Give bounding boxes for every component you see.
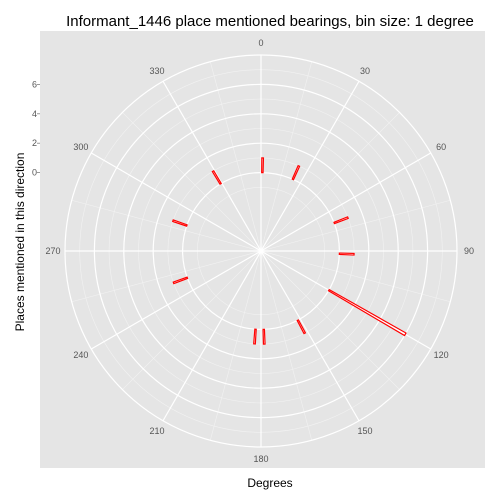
grid-spoke: [90, 152, 262, 252]
data-bar: [333, 216, 349, 225]
angle-tick-label: 90: [464, 246, 474, 256]
angle-tick-label: 120: [434, 350, 449, 360]
grid-spoke: [260, 152, 432, 252]
minor-grid-spoke: [122, 112, 262, 252]
minor-grid-spoke: [260, 250, 451, 303]
angle-tick-label: 330: [149, 66, 164, 76]
data-bar: [172, 276, 189, 285]
grid-spoke: [90, 250, 262, 350]
minor-grid-spoke: [209, 250, 262, 441]
data-bar: [338, 252, 355, 256]
angle-tick-label: 30: [360, 66, 370, 76]
radial-tick-label: 4: [32, 109, 37, 119]
minor-grid-spoke: [260, 250, 313, 441]
angle-tick-label: 180: [253, 454, 268, 464]
minor-grid-spoke: [71, 250, 262, 303]
chart-title: Informant_1446 place mentioned bearings,…: [66, 13, 474, 30]
data-bar: [291, 164, 301, 181]
angle-tick-label: 210: [149, 426, 164, 436]
data-bar: [296, 319, 307, 335]
grid-spoke: [260, 80, 360, 252]
minor-grid-spoke: [260, 199, 451, 252]
data-bar: [261, 157, 265, 174]
angle-tick-label: 270: [45, 246, 60, 256]
angle-tick-label: 0: [258, 38, 263, 48]
minor-grid-spoke: [260, 250, 400, 390]
radial-tick-label: 2: [32, 138, 37, 148]
radial-tick-label: 0: [32, 168, 37, 178]
radial-tick-label: 6: [32, 79, 37, 89]
data-bar: [171, 219, 188, 227]
minor-grid-spoke: [260, 61, 313, 252]
x-axis-label: Degrees: [247, 476, 293, 490]
data-bar: [262, 328, 266, 345]
angle-tick-label: 240: [73, 350, 88, 360]
minor-grid-spoke: [71, 199, 262, 252]
minor-grid-spoke: [122, 250, 262, 390]
angle-tick-label: 150: [357, 426, 372, 436]
minor-grid-spoke: [209, 61, 262, 252]
data-bar: [253, 328, 257, 345]
minor-grid-spoke: [260, 112, 400, 252]
grid-spoke: [162, 80, 262, 252]
angle-tick-label: 60: [436, 142, 446, 152]
angle-tick-label: 300: [73, 142, 88, 152]
grid-spoke: [260, 250, 360, 422]
data-bar: [211, 169, 223, 185]
grid-spoke: [162, 250, 262, 422]
data-bar: [327, 288, 407, 337]
